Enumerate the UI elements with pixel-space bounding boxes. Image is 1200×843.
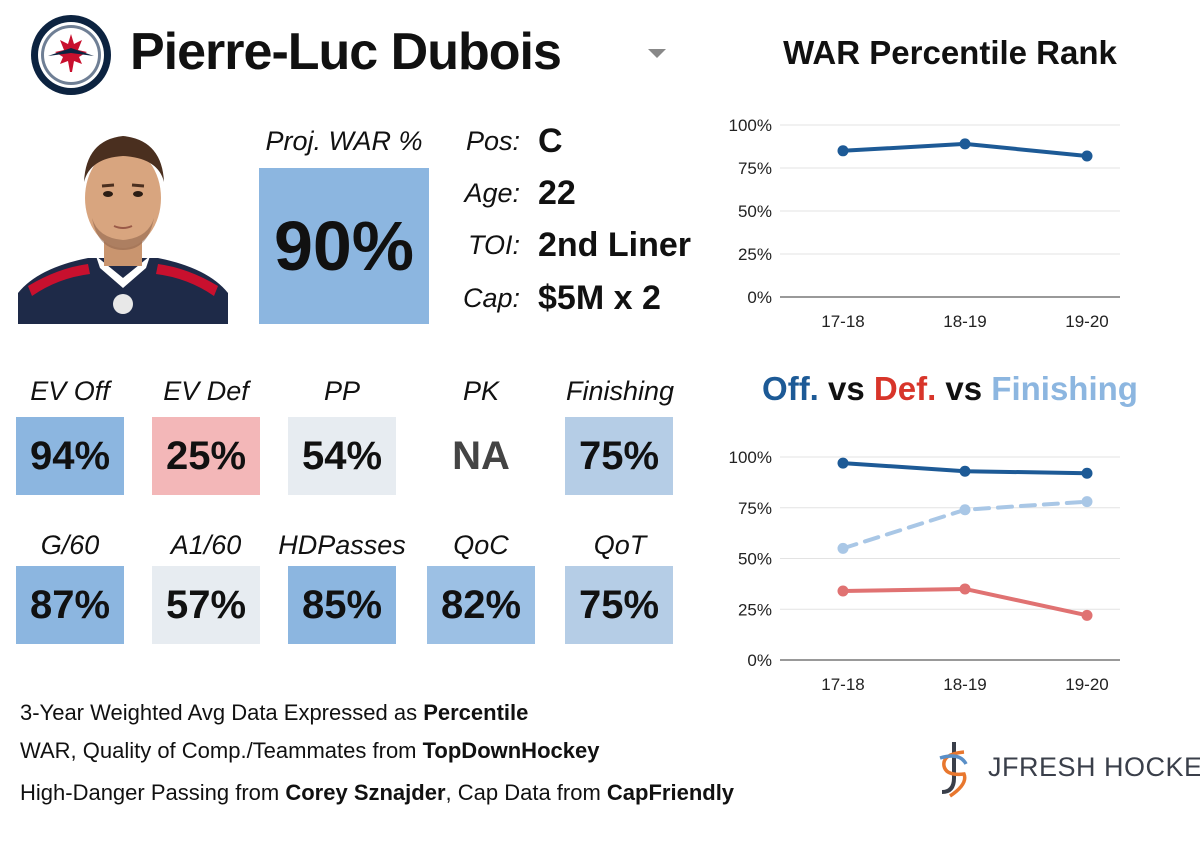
footnote-text: WAR, Quality of Comp./Teammates from: [20, 738, 423, 763]
y-tick-label: 0%: [747, 651, 772, 670]
stat-label-qot: QoT: [593, 530, 647, 560]
jets-logo-icon: [31, 15, 111, 95]
brand-name: JFRESH HOCKEY: [988, 752, 1200, 782]
y-tick-label: 25%: [738, 600, 772, 619]
x-tick-label: 19-20: [1065, 312, 1108, 331]
stat-value-pp: 54%: [288, 417, 396, 495]
y-tick-label: 50%: [738, 550, 772, 569]
jfresh-logo-icon: [939, 742, 968, 798]
stat-label-finishing: Finishing: [565, 376, 675, 406]
footnote-bold: Percentile: [423, 700, 529, 725]
footnote-line2: WAR, Quality of Comp./Teammates from Top…: [20, 738, 599, 764]
stat-label-pp: PP: [323, 376, 361, 406]
info-value: 22: [538, 174, 576, 212]
info-value: $5M x 2: [538, 279, 661, 317]
chart2-title-part: vs: [936, 370, 992, 407]
data-point: [837, 457, 849, 469]
y-tick-label: 50%: [738, 202, 772, 221]
off-def-finishing-chart: 0% 25% 50% 75% 100% 17-18 18-19 19-20: [729, 448, 1120, 694]
chart2-title: Off. vs Def. vs Finishing: [740, 370, 1160, 408]
footnote-line1: 3-Year Weighted Avg Data Expressed as Pe…: [20, 700, 528, 726]
x-tick-label: 19-20: [1065, 675, 1108, 694]
y-tick-label: 100%: [729, 116, 772, 135]
x-tick-label: 18-19: [943, 675, 986, 694]
data-point: [959, 583, 971, 595]
info-label: Age:: [464, 178, 520, 208]
data-point: [959, 504, 971, 516]
info-label: TOI:: [467, 230, 520, 260]
chart2-title-part: vs: [818, 370, 874, 407]
stat-value-ev-off: 94%: [16, 417, 124, 495]
footnote-bold: TopDownHockey: [422, 738, 600, 763]
y-tick-label: 75%: [738, 159, 772, 178]
stat-label-hdpasses: HDPasses: [278, 530, 406, 560]
stat-value-pk: NA: [427, 417, 535, 495]
stat-label-ev-def: EV Def: [163, 376, 249, 406]
data-point: [837, 145, 849, 157]
data-point: [1081, 496, 1093, 508]
chart2-title-part: Finishing: [991, 370, 1138, 407]
x-tick-label: 17-18: [821, 675, 864, 694]
chart2-title-part: Off.: [762, 370, 819, 407]
data-point: [1081, 609, 1093, 621]
stat-label-ev-off: EV Off: [30, 376, 110, 406]
stat-value-qot: 75%: [565, 566, 673, 644]
stat-label-pk: PK: [462, 376, 500, 406]
footnote-bold: CapFriendly: [606, 780, 735, 805]
proj-war-label: Proj. WAR %: [265, 126, 423, 156]
y-tick-label: 0%: [747, 288, 772, 307]
data-point: [1081, 150, 1093, 162]
stat-value-a160: 57%: [152, 566, 260, 644]
data-point: [837, 585, 849, 597]
info-value: C: [538, 122, 563, 160]
chart2-title-part: Def.: [873, 370, 937, 407]
footnote-text: 3-Year Weighted Avg Data Expressed as: [20, 700, 424, 725]
footnote-bold: Corey Sznajder: [285, 780, 446, 805]
footnote-text: High-Danger Passing from: [20, 780, 286, 805]
stat-label-a160: A1/60: [170, 530, 242, 560]
data-point: [837, 542, 849, 554]
x-tick-label: 17-18: [821, 312, 864, 331]
stat-value-hdpasses: 85%: [288, 566, 396, 644]
war-percentile-chart: 0% 25% 50% 75% 100% 17-18 18-19 19-20: [729, 116, 1120, 331]
y-tick-label: 75%: [738, 499, 772, 518]
footnote-line3: High-Danger Passing from Corey Sznajder,…: [20, 780, 734, 806]
data-point: [959, 465, 971, 477]
y-tick-label: 25%: [738, 245, 772, 264]
stat-value-ev-def: 25%: [152, 417, 260, 495]
stat-value-g60: 87%: [16, 566, 124, 644]
proj-war-value: 90%: [259, 168, 429, 324]
stat-value-qoc: 82%: [427, 566, 535, 644]
y-tick-label: 100%: [729, 448, 772, 467]
player-name: Pierre-Luc Dubois: [130, 23, 562, 81]
footnote-text: , Cap Data from: [445, 780, 607, 805]
stat-value-finishing: 75%: [565, 417, 673, 495]
chevron-down-icon[interactable]: [644, 44, 670, 62]
data-point: [1081, 467, 1093, 479]
info-label: Cap:: [462, 283, 520, 313]
info-value: 2nd Liner: [538, 226, 692, 264]
chart1-title: WAR Percentile Rank: [783, 34, 1117, 71]
x-tick-label: 18-19: [943, 312, 986, 331]
player-photo: [18, 118, 228, 324]
data-point: [959, 138, 971, 150]
stat-label-qoc: QoC: [453, 530, 509, 560]
stat-label-g60: G/60: [40, 530, 100, 560]
info-label: Pos:: [465, 126, 520, 156]
